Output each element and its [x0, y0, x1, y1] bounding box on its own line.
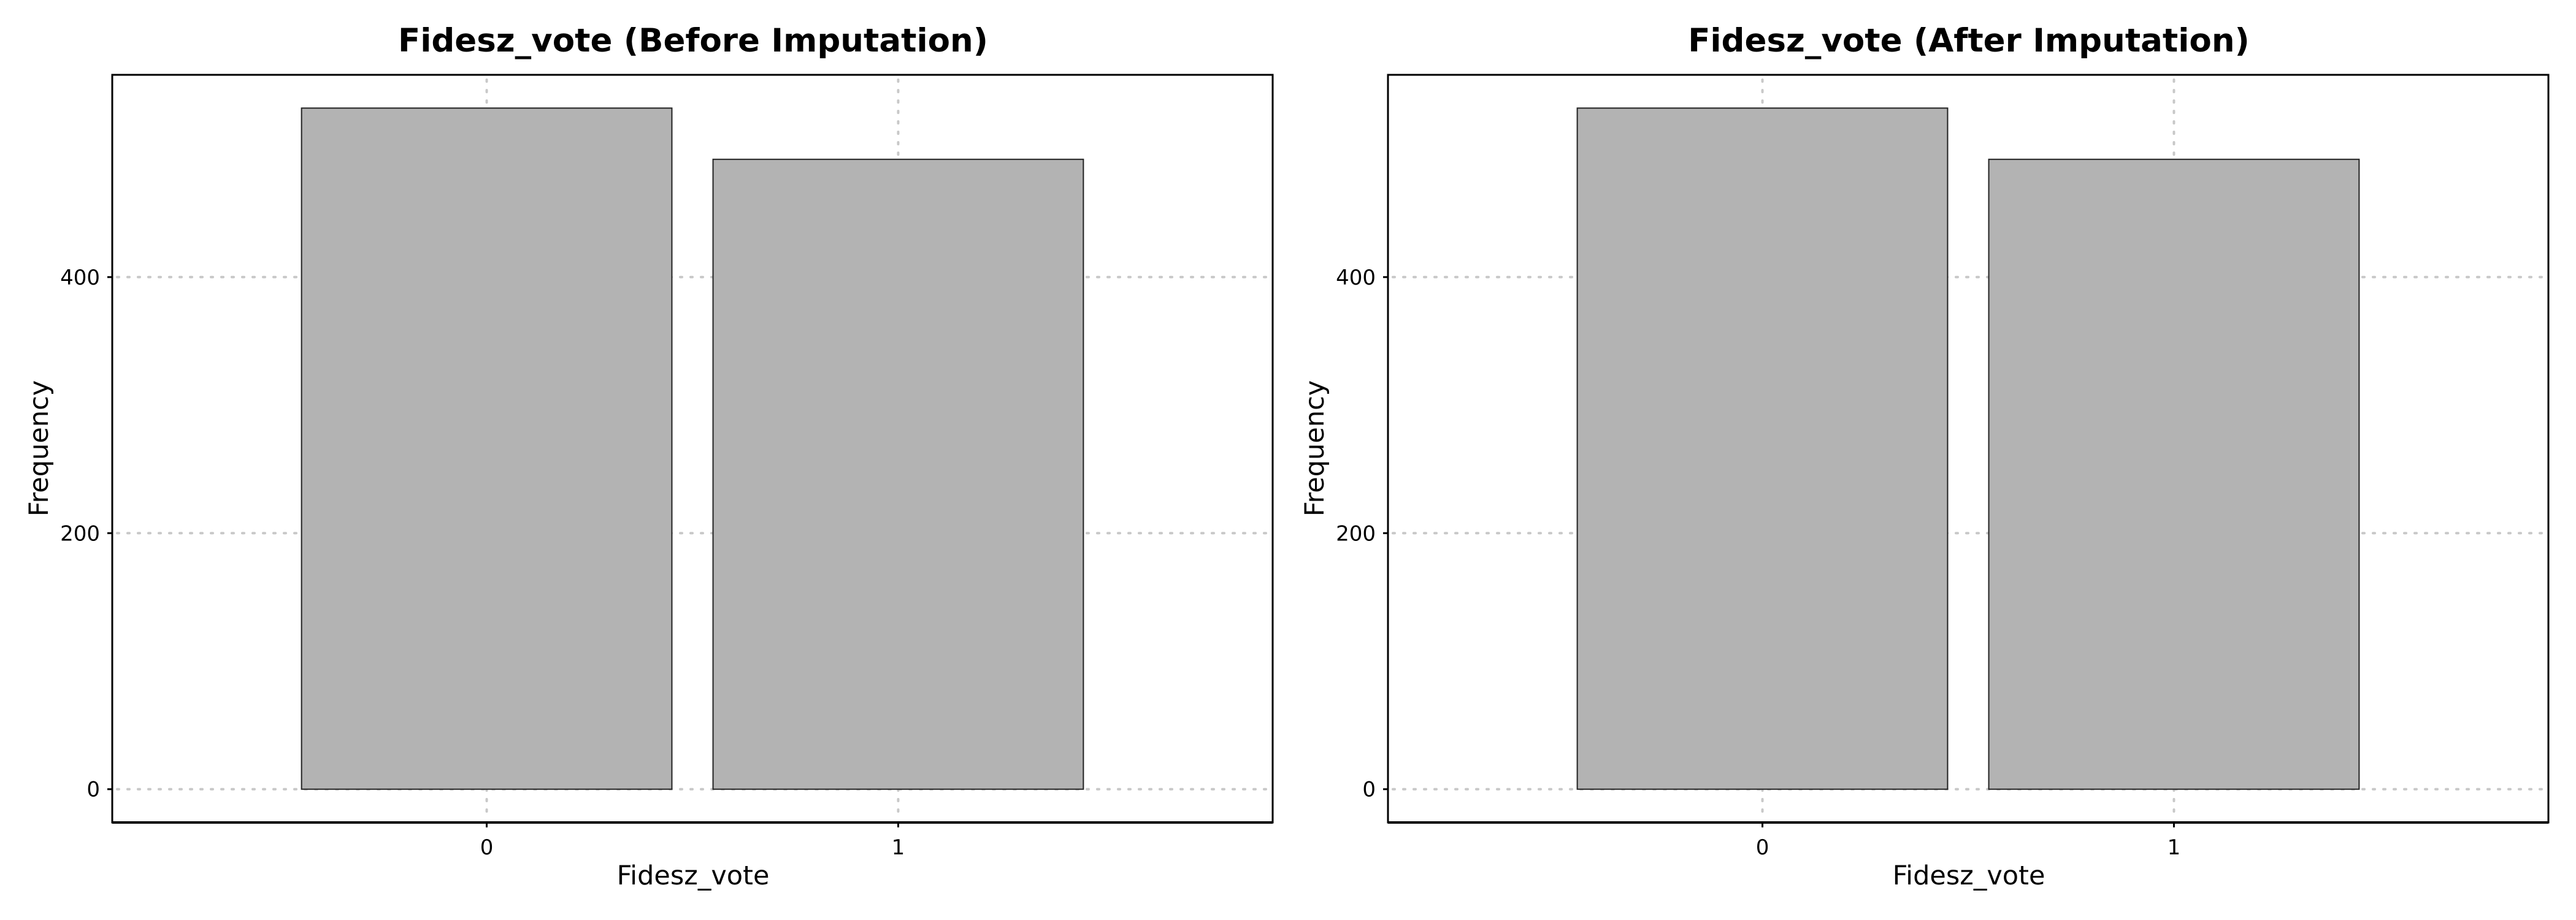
x-axis-label: Fidesz_vote [1893, 861, 2045, 891]
plot-area: 0 200 400 0 1 [1336, 74, 2550, 860]
bar-0 [1576, 107, 1949, 790]
x-axis-label: Fidesz_vote [617, 861, 770, 891]
y-tick-label: 200 [1336, 521, 1376, 546]
plot-frame [111, 74, 1274, 824]
y-axis-label: Frequency [1300, 380, 1330, 516]
bar-1 [1988, 158, 2360, 790]
y-tick-label: 400 [1336, 266, 1376, 290]
bar-1 [712, 158, 1084, 790]
bar-0 [301, 107, 673, 790]
x-tick-label: 1 [892, 835, 905, 860]
y-tick-label: 0 [1362, 778, 1376, 802]
y-tick-label: 200 [60, 521, 100, 546]
x-tick-label: 0 [1756, 835, 1769, 860]
chart-title: Fidesz_vote (Before Imputation) [398, 22, 988, 59]
x-tick-label: 0 [480, 835, 494, 860]
y-tick-label: 0 [86, 778, 100, 802]
chart-panel-before-imputation: Fidesz_vote (Before Imputation) Frequenc… [24, 22, 1274, 891]
plot-frame [1387, 74, 2550, 824]
chart-panel-after-imputation: Fidesz_vote (After Imputation) Frequency… [1300, 22, 2550, 891]
chart-title: Fidesz_vote (After Imputation) [1688, 22, 2250, 59]
y-axis-label: Frequency [24, 380, 55, 516]
y-tick-label: 400 [60, 266, 100, 290]
plot-area: 0 200 400 0 1 [60, 74, 1274, 860]
x-tick-label: 1 [2168, 835, 2181, 860]
